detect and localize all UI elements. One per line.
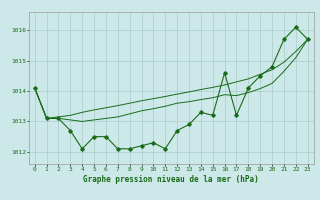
- X-axis label: Graphe pression niveau de la mer (hPa): Graphe pression niveau de la mer (hPa): [83, 175, 259, 184]
